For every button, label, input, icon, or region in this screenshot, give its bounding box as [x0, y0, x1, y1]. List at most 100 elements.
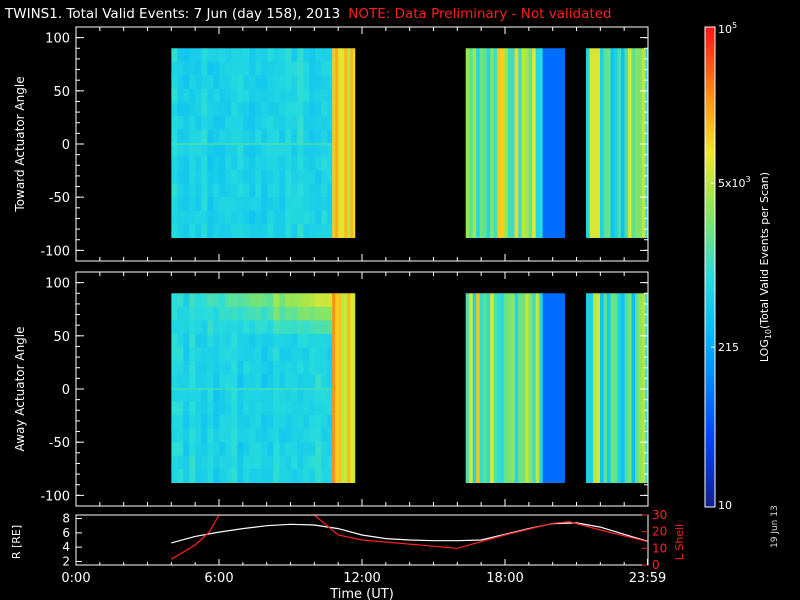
- spectrogram-cell: [600, 48, 604, 238]
- spectrogram-cell: [497, 48, 502, 238]
- spectrogram-cell: [309, 142, 316, 157]
- spectrogram-cell: [237, 169, 244, 184]
- spectrogram-cell: [315, 88, 322, 103]
- spectrogram-cell: [207, 469, 214, 483]
- spectrogram-cell: [261, 387, 268, 402]
- spectrogram-cell: [195, 360, 202, 375]
- spectrogram-cell: [273, 224, 280, 238]
- spectrogram-cell: [195, 333, 202, 348]
- spectrogram-cell: [255, 469, 262, 483]
- spectrogram-cell: [255, 210, 262, 225]
- spectrogram-cell: [201, 414, 208, 429]
- spectrogram-cell: [213, 428, 220, 443]
- spectrogram-cell: [219, 320, 226, 335]
- spectrogram-cell: [327, 48, 333, 63]
- spectrogram-cell: [528, 293, 533, 483]
- spectrogram-cell: [297, 469, 304, 483]
- spectrogram-cell: [303, 360, 310, 375]
- spectrogram-cell: [642, 48, 646, 238]
- spectrogram-cell: [171, 442, 178, 456]
- spectrogram-cell: [219, 469, 226, 483]
- spectrogram-cell: [195, 414, 202, 429]
- spectrogram-cell: [539, 48, 544, 238]
- spectrogram-cell: [560, 293, 565, 483]
- spectrogram-cell: [267, 61, 274, 76]
- spectrogram-cell: [267, 347, 274, 362]
- spectrogram-cell: [279, 48, 286, 63]
- spectrogram-cell: [321, 142, 328, 157]
- colorbar-cell: [705, 47, 715, 52]
- spectrogram-cell: [207, 401, 214, 416]
- spectrogram-cell: [207, 169, 214, 184]
- spectrogram-cell: [177, 333, 184, 348]
- colorbar-cell: [705, 275, 715, 280]
- spectrogram-cell: [303, 469, 310, 483]
- spectrogram-cell: [219, 75, 226, 90]
- colorbar-cell: [705, 251, 715, 256]
- colorbar-cell: [705, 271, 715, 276]
- spectrogram-cell: [267, 306, 274, 321]
- spectrogram-cell: [189, 401, 196, 416]
- spectrogram-cell: [189, 374, 196, 389]
- spectrogram-cell: [350, 48, 354, 238]
- spectrogram-cell: [261, 156, 268, 171]
- spectrogram-cell: [231, 374, 238, 389]
- y-tick-label: -50: [49, 191, 70, 206]
- spectrogram-cell: [261, 347, 268, 362]
- spectrogram-cell: [624, 293, 629, 483]
- spectrogram-cell: [195, 61, 202, 76]
- colorbar-cell: [705, 355, 715, 360]
- spectrogram-cell: [225, 320, 232, 335]
- spectrogram-cell: [273, 360, 280, 375]
- colorbar-cell: [705, 335, 715, 340]
- spectrogram-cell: [303, 61, 310, 76]
- spectrogram-cell: [521, 293, 526, 483]
- spectrogram-cell: [171, 306, 178, 321]
- spectrogram-cell: [249, 306, 256, 321]
- spectrogram-cell: [303, 48, 310, 63]
- spectrogram-cell: [303, 333, 310, 348]
- spectrogram-cell: [177, 156, 184, 171]
- spectrogram-cell: [285, 428, 292, 443]
- spectrogram-cell: [321, 401, 328, 416]
- spectrogram-cell: [237, 48, 244, 63]
- spectrogram-cell: [315, 129, 322, 144]
- x-tick-label: 18:00: [486, 571, 523, 586]
- spectrogram-cell: [261, 210, 268, 225]
- title-main: TWINS1. Total Valid Events: 7 Jun (day 1…: [5, 6, 341, 22]
- spectrogram-cell: [255, 387, 262, 402]
- spectrogram-cell: [486, 293, 491, 483]
- spectrogram-cell: [621, 293, 625, 483]
- spectrogram-cell: [177, 455, 184, 470]
- spectrogram-cell: [297, 347, 304, 362]
- spectrogram-cell: [201, 156, 208, 171]
- spectrogram-cell: [243, 360, 250, 375]
- spectrogram-cell: [321, 428, 328, 443]
- spectrogram-cell: [273, 156, 280, 171]
- spectrogram-cell: [303, 169, 310, 184]
- y-tick-label: -100: [40, 489, 70, 504]
- spectrogram-cell: [285, 88, 292, 103]
- spectrogram-cell: [303, 374, 310, 389]
- spectrogram-cell: [237, 115, 244, 130]
- colorbar-cell: [705, 327, 715, 332]
- spectrogram-cell: [321, 48, 328, 63]
- spectrogram-cell: [237, 306, 244, 321]
- spectrogram-cell: [201, 75, 208, 90]
- spectrogram-cell: [255, 197, 262, 211]
- spectrogram-cell: [201, 469, 208, 483]
- colorbar-cell: [705, 211, 715, 216]
- spectrogram-cell: [327, 442, 333, 456]
- spectrogram-cell: [207, 156, 214, 171]
- colorbar-cell: [705, 159, 715, 164]
- spectrogram-cell: [327, 102, 333, 117]
- spectrogram-cell: [183, 320, 190, 335]
- spectrogram-cell: [285, 142, 292, 157]
- spectrogram-cell: [255, 48, 262, 63]
- spectrogram-cell: [201, 197, 208, 211]
- colorbar-cell: [705, 83, 715, 88]
- spectrogram-cell: [177, 293, 184, 308]
- y-axis-label: Away Actuator Angle: [13, 326, 27, 451]
- spectrogram-cell: [201, 210, 208, 225]
- spectrogram-cell: [219, 88, 226, 103]
